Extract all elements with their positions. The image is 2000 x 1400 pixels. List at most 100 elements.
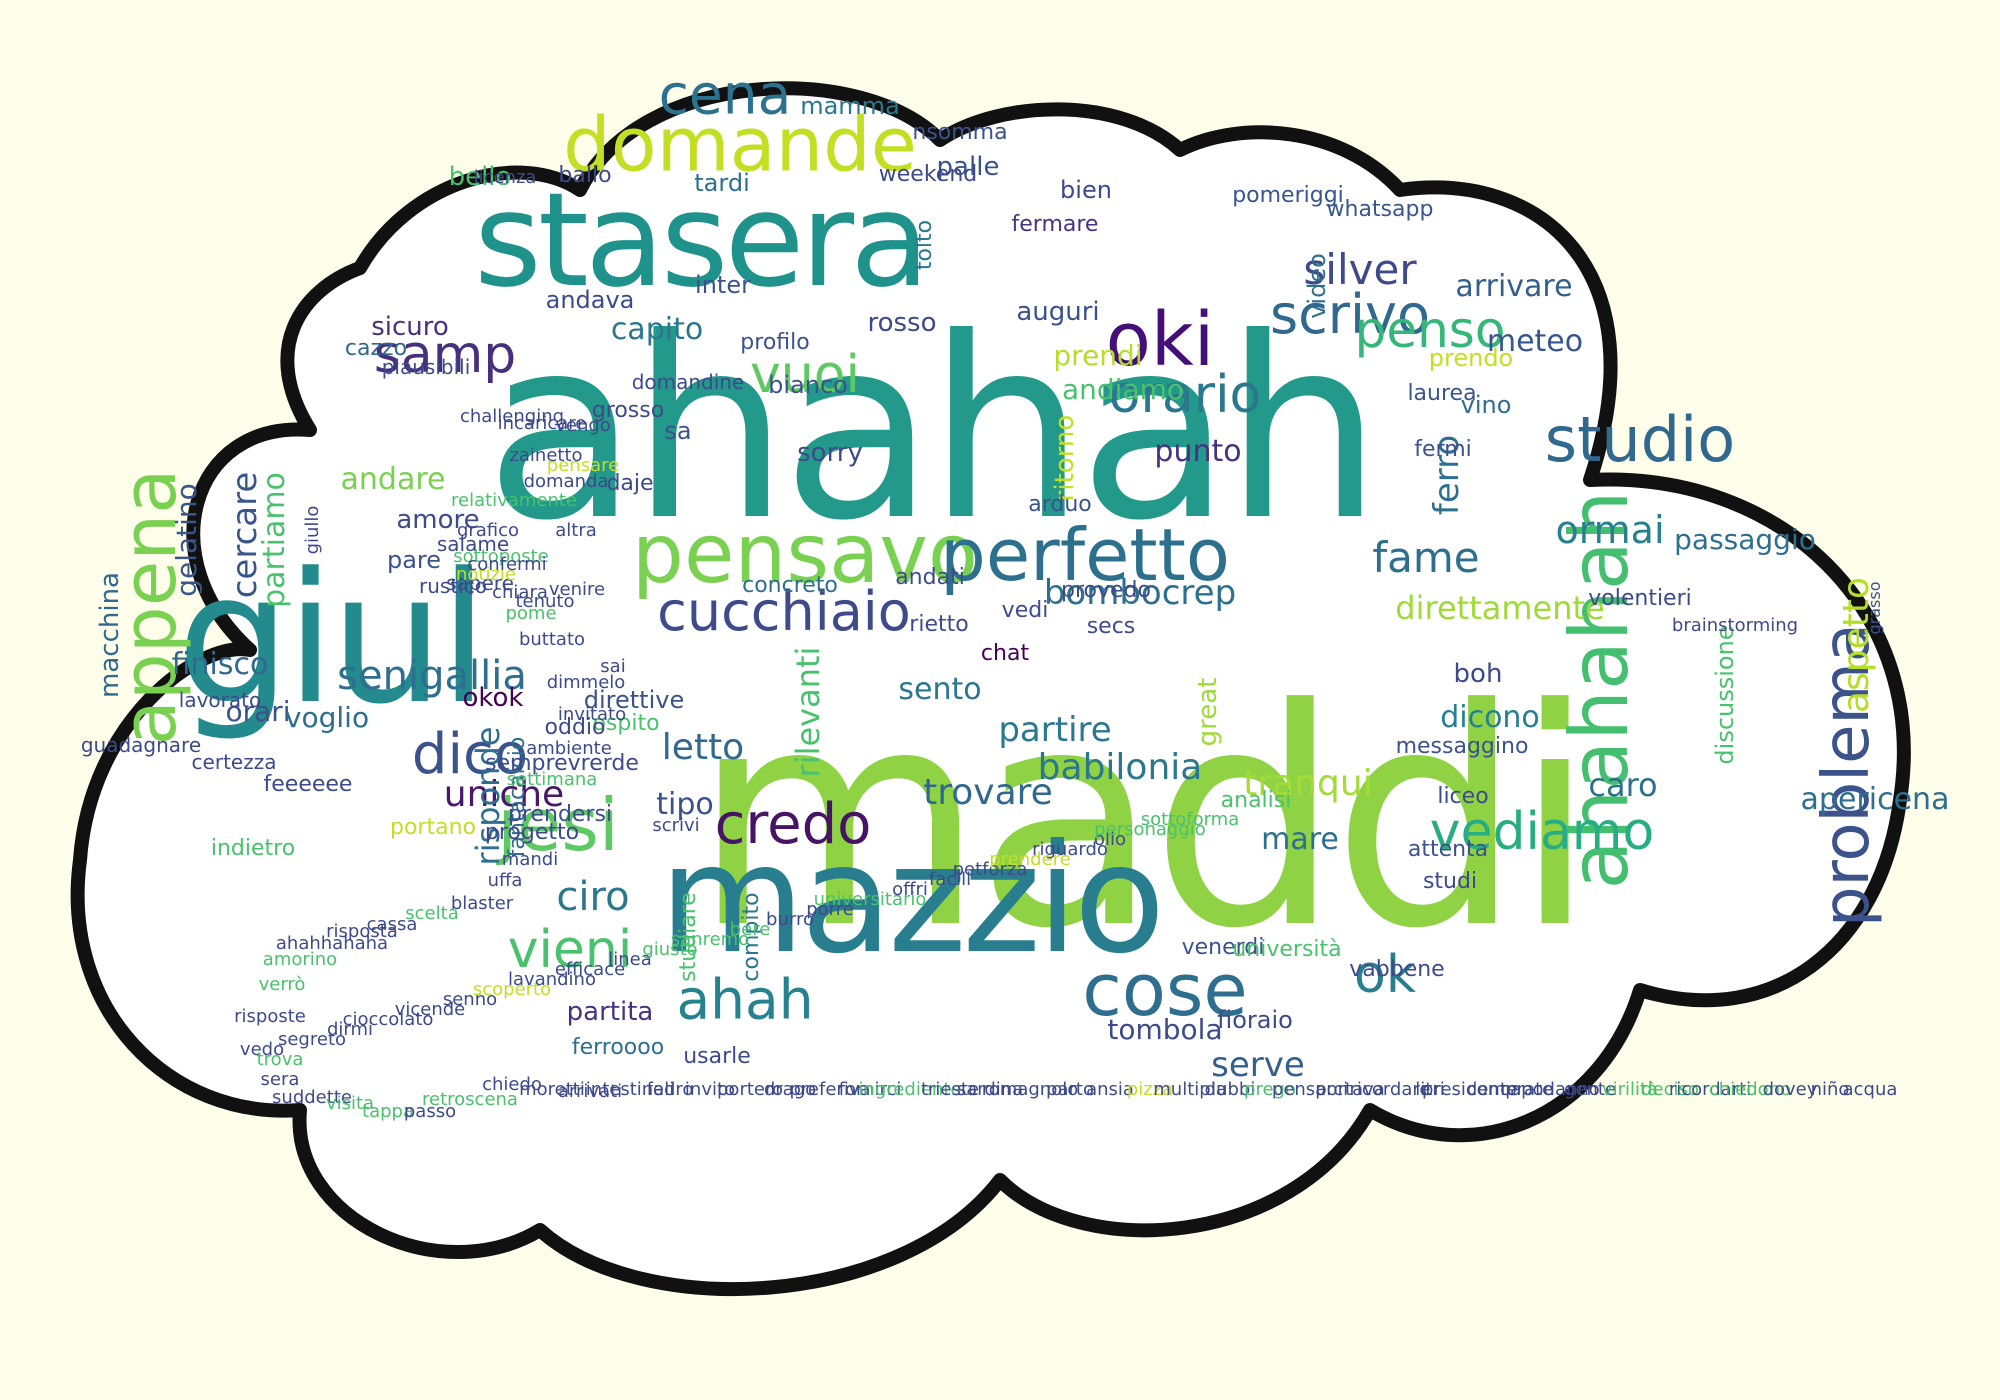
cloud-word: certezza — [191, 750, 277, 774]
cloud-word: sa — [664, 417, 692, 445]
cloud-word: domande — [563, 100, 917, 189]
cloud-word: tappa — [362, 1101, 414, 1122]
cloud-word: ballo — [558, 163, 612, 188]
cloud-word: olio — [1093, 829, 1127, 850]
cloud-word: fame — [1372, 533, 1480, 582]
cloud-word: passaggio — [1674, 523, 1816, 556]
cloud-word: liceo — [1437, 784, 1489, 809]
cloud-word: apericena — [1800, 782, 1950, 817]
cloud-word: tranqui — [1243, 763, 1373, 804]
cloud-word: uniche — [443, 774, 565, 815]
cloud-word: discussione — [1711, 625, 1739, 765]
cloud-word: dico — [411, 722, 529, 787]
cloud-word: nsomma — [912, 120, 1008, 145]
cloud-word: letto — [661, 727, 745, 768]
cloud-word: scrivo — [1269, 283, 1431, 346]
cloud-word: rustico — [419, 574, 487, 598]
cloud-word: comprate — [1466, 1079, 1554, 1100]
cloud-word: cazzo — [344, 336, 408, 361]
cloud-word: sento — [898, 672, 982, 707]
cloud-word: giullo — [302, 505, 323, 555]
cloud-word: facili — [928, 869, 972, 890]
cloud-word: segreto — [277, 1029, 347, 1050]
cloud-word: ahahhahaha — [275, 933, 389, 954]
cloud-word: offri — [892, 879, 928, 900]
cloud-word: tenuto — [515, 591, 575, 612]
cloud-word: profilo — [740, 330, 810, 355]
cloud-word: perfetto — [940, 513, 1230, 597]
cloud-word: voglio — [284, 701, 370, 734]
cloud-word: settimana — [506, 769, 598, 790]
cloud-word: portano — [390, 815, 476, 840]
cloud-word: jesi — [497, 783, 619, 867]
cloud-word: scoperto — [472, 979, 552, 1000]
cloud-word: fermi — [1414, 437, 1472, 462]
cloud-word: inter — [695, 271, 751, 299]
cloud-word: risposte — [234, 1006, 306, 1027]
cloud-word: virilità — [1601, 1079, 1659, 1100]
cloud-word: meteo — [1486, 324, 1584, 359]
cloud-word: semprevrerde — [485, 751, 639, 776]
cloud-word: serve — [1211, 1045, 1305, 1085]
cloud-word: vengo — [555, 415, 611, 436]
cloud-word: notizie — [455, 564, 517, 585]
cloud-word: arrivare — [1455, 269, 1573, 304]
cloud-word: relativamente — [451, 490, 577, 511]
cloud-word: ahahah — [485, 284, 1382, 575]
cloud-word: verrò — [258, 974, 306, 995]
cloud-word: presidente — [1422, 1079, 1518, 1100]
cloud-word: pensarci — [1271, 1079, 1349, 1100]
cloud-word: personaggio — [1094, 819, 1206, 840]
cloud-word: sicuro — [371, 312, 449, 342]
cloud-word: macchina — [95, 572, 125, 698]
cloud-word: dirmi — [326, 1019, 374, 1040]
cloud-word: bianco — [768, 371, 848, 399]
cloud-word: vino — [1460, 391, 1512, 419]
cloud-word: salame — [436, 532, 510, 556]
cloud-word: whatsapp — [1326, 197, 1434, 222]
cloud-word: moretti — [519, 1079, 585, 1100]
cloud-word: arduo — [1028, 492, 1092, 517]
cloud-word: orario — [1108, 365, 1262, 425]
cloud-word: cioccolato — [342, 1009, 434, 1030]
cloud-word: daje — [606, 471, 654, 496]
cloud-word: ricordare — [1349, 1079, 1431, 1100]
cloud-word: credo — [714, 792, 872, 857]
cloud-word: burro — [766, 909, 814, 930]
cloud-word: efficace — [554, 959, 626, 980]
cloud-word: pare — [386, 546, 442, 574]
cloud-word: incaricare — [497, 413, 587, 434]
cloud-word: tardi — [694, 169, 750, 197]
cloud-word: ambiente — [526, 738, 612, 759]
cloud-word: palle — [936, 152, 1000, 182]
cloud-word: sardina — [956, 1079, 1024, 1100]
cloud-word: oki — [1105, 297, 1215, 383]
cloud-word: fornirci — [838, 1079, 902, 1100]
cloud-word: cucchiaio — [657, 580, 911, 643]
cloud-word: silver — [1303, 245, 1417, 294]
cloud-word: portero — [717, 1079, 783, 1100]
cloud-word: pensare — [546, 455, 620, 476]
cloud-word: studi — [1422, 869, 1478, 894]
cloud-word: amorino — [262, 949, 338, 970]
cloud-word: cena — [658, 62, 792, 127]
cloud-word: direttive — [583, 686, 685, 714]
cloud-word: oddio — [544, 715, 606, 740]
cloud-word: dimmelo — [546, 672, 626, 693]
cloud-word: great — [1193, 677, 1223, 747]
cloud-word: bien — [1060, 176, 1112, 204]
cloud-word: progetto — [484, 820, 580, 845]
cloud-word: tipo — [656, 787, 714, 822]
cloud-word: provedo — [1061, 578, 1151, 603]
cloud-word: niño — [1810, 1079, 1850, 1100]
cloud-word: vieni — [507, 920, 633, 980]
cloud-word: okok — [462, 683, 524, 713]
cloud-word: chiara — [492, 582, 548, 603]
cloud-word: pensavo — [631, 507, 979, 602]
cloud-word: indietro — [210, 836, 296, 861]
cloud-word: petforza — [952, 859, 1028, 880]
cloud-word: pome — [505, 603, 557, 624]
cloud-word: venire — [548, 579, 606, 600]
cloud-word: ritorno — [1050, 414, 1080, 502]
